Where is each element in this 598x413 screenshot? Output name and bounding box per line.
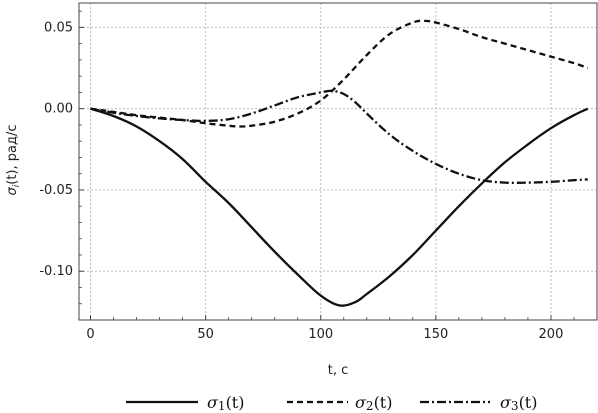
series-lines (90, 19, 589, 307)
grid (79, 3, 597, 320)
legend: σ1(t) σ2(t) σ3(t) (126, 393, 537, 413)
y-tick-label: 0.05 (44, 20, 73, 35)
ticks: 0 50 100 150 200 0.05 0.00 -0.05 -0.10 (39, 10, 575, 342)
y-axis-label: σi(t), рад/с (5, 124, 22, 195)
x-tick-label: 0 (86, 327, 94, 342)
series-line-sigma1 (90, 107, 589, 307)
plot-frame (78, 2, 598, 321)
x-tick-label: 200 (539, 327, 564, 342)
y-tick-label: -0.10 (39, 264, 73, 279)
legend-label-sigma2: σ2(t) (355, 393, 392, 413)
x-axis-label: t, c (328, 363, 349, 378)
series-line-sigma3 (90, 89, 588, 184)
y-tick-label: -0.05 (39, 183, 73, 198)
x-tick-label: 100 (308, 327, 333, 342)
series-line-sigma2 (90, 19, 589, 128)
x-tick-label: 50 (197, 327, 214, 342)
x-tick-label: 150 (423, 327, 448, 342)
legend-label-sigma3: σ3(t) (500, 393, 537, 413)
legend-label-sigma1: σ1(t) (207, 393, 244, 413)
y-tick-label: 0.00 (44, 102, 73, 117)
